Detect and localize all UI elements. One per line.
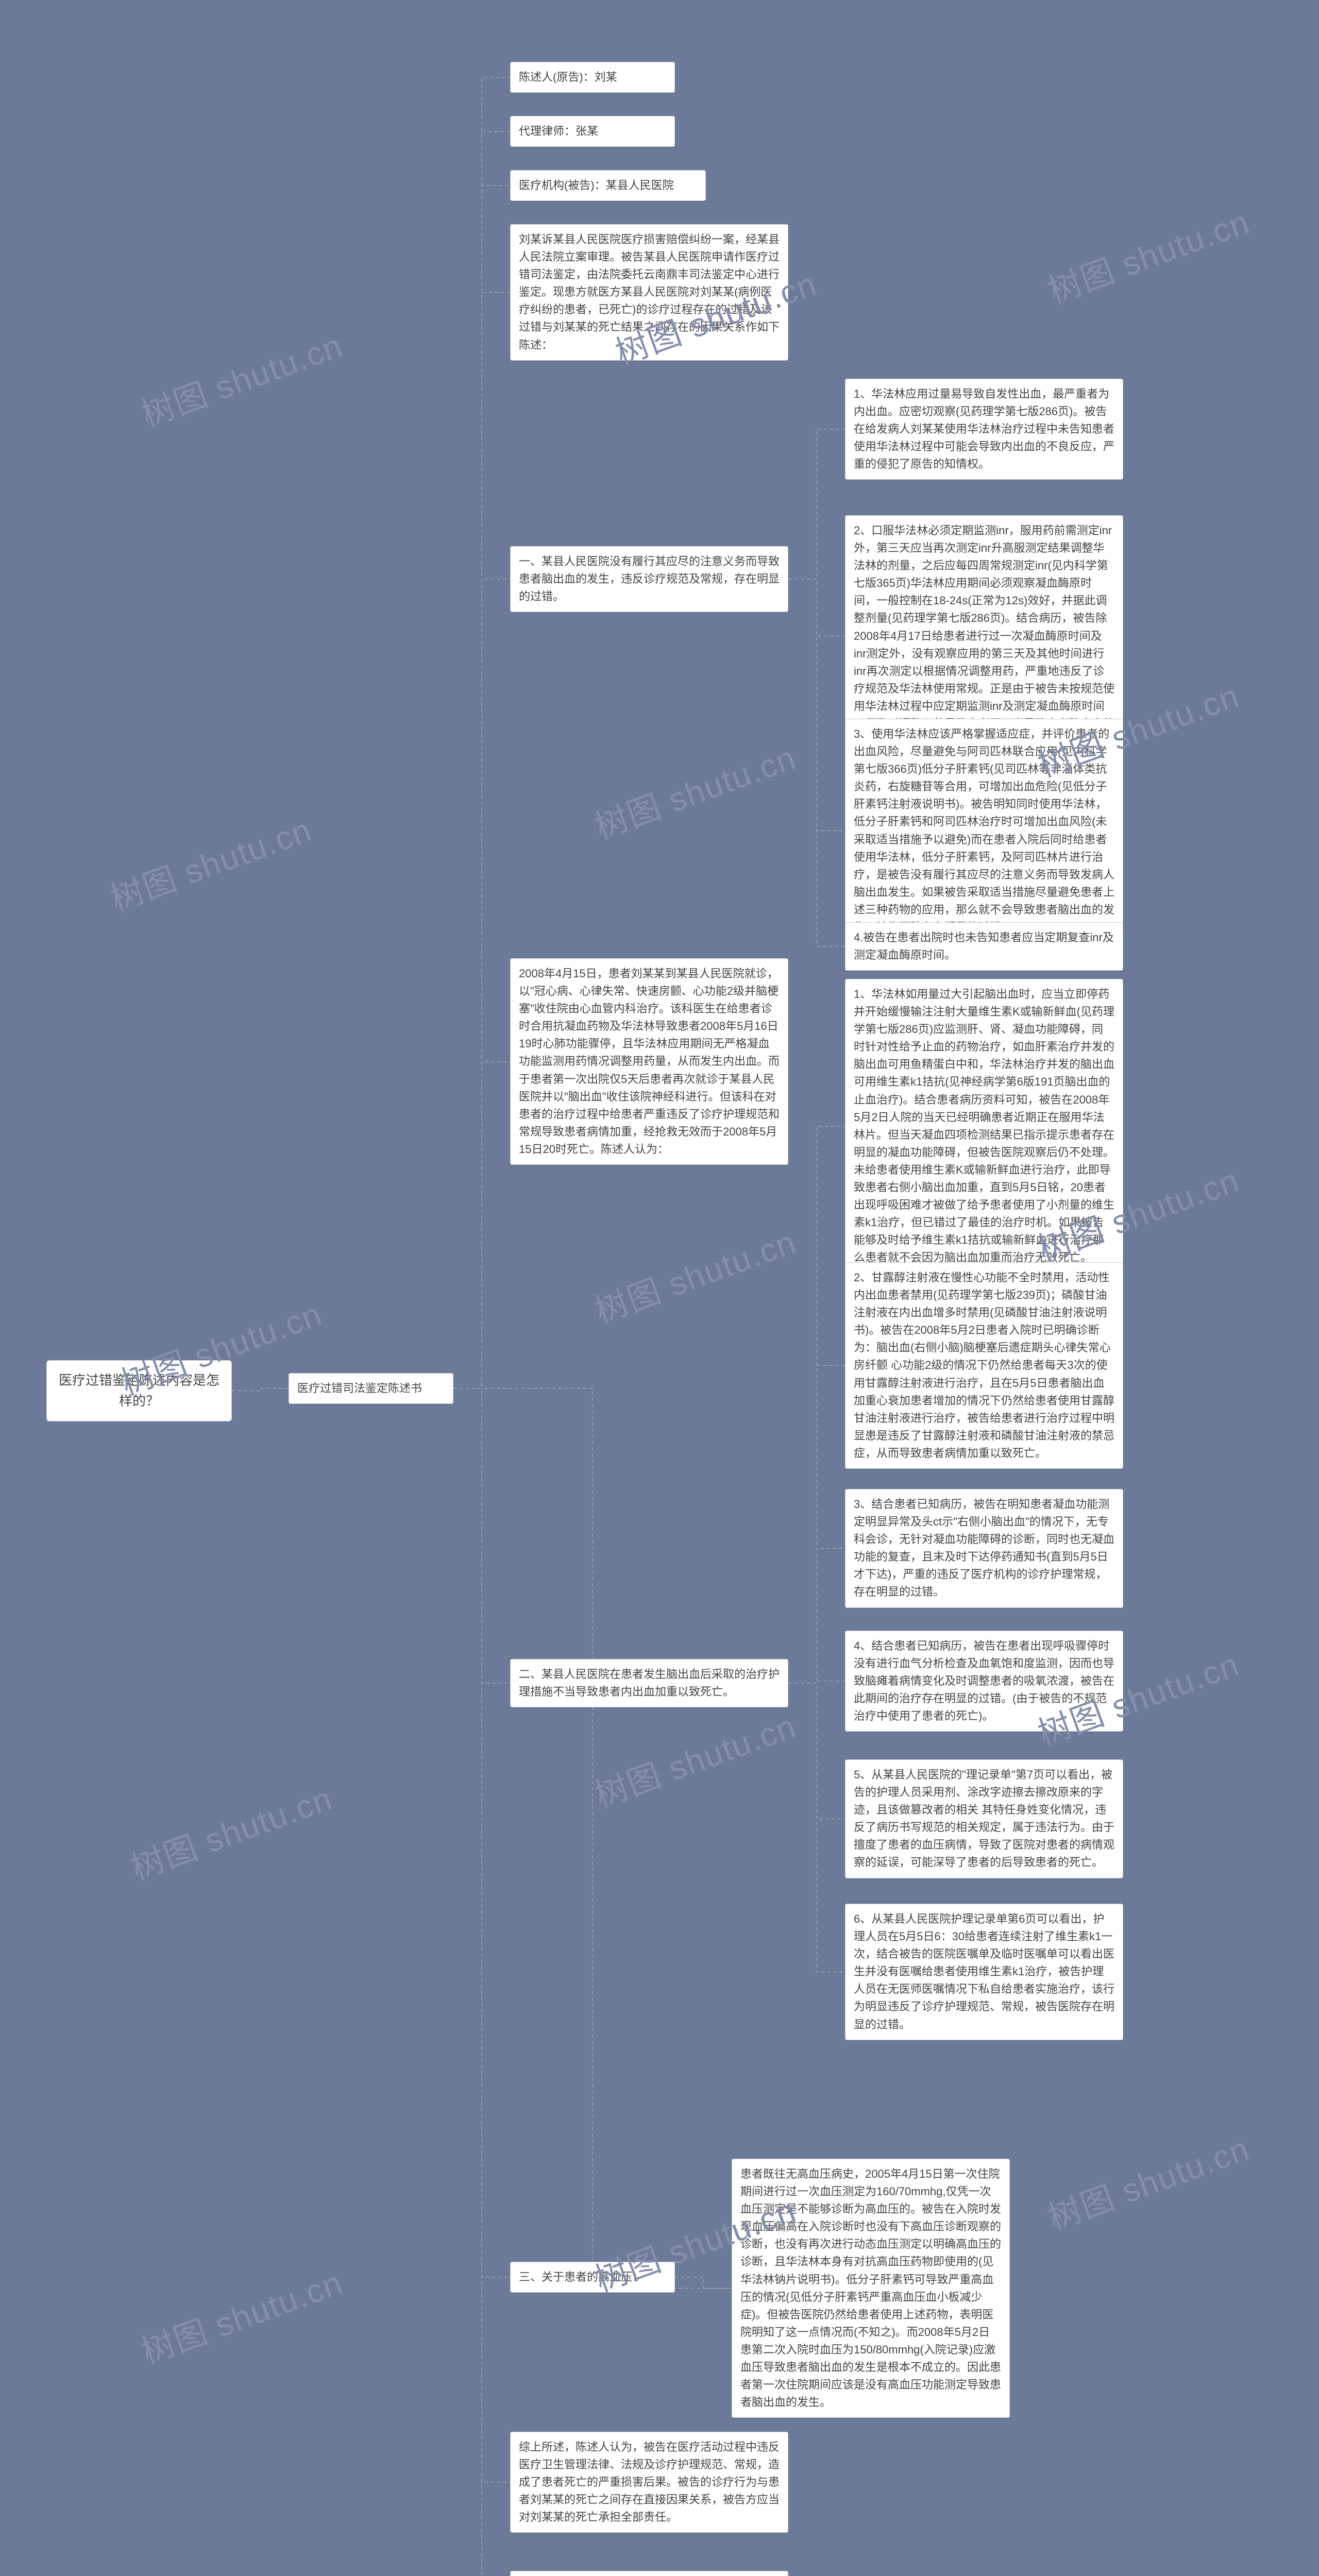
node-n_sec2[interactable]: 二、某县人民医院在患者发生脑出血后采取的治疗护理措施不当导致患者内出血加重以致死… [510,1659,788,1707]
node-n_lawyer[interactable]: 代理律师：张某 [510,116,675,147]
watermark: 树图 shutu.cn [134,319,348,436]
watermark: 树图 shutu.cn [587,1700,802,1817]
node-s2_4[interactable]: 4、结合患者已知病历，被告在患者出现呼吸骤停时没有进行血气分析检查及血氧饱和度监… [845,1631,1123,1732]
node-trunk[interactable]: 医疗过错司法鉴定陈述书 [289,1373,453,1404]
node-s1_1[interactable]: 1、华法林应用过量易导致自发性出血，最严重者为内出血。应密切观察(见药理学第七版… [845,379,1123,480]
watermark: 树图 shutu.cn [587,1216,802,1333]
node-s1_4[interactable]: 4.被告在患者出院时也未告知患者应当定期复查inr及测定凝血酶原时间。 [845,922,1123,971]
node-n_casebg[interactable]: 刘某诉某县人民医院医疗损害赔偿纠纷一案，经某县人民法院立案审理。被告某县人民医院… [510,224,788,361]
watermark: 树图 shutu.cn [587,732,802,849]
watermark: 树图 shutu.cn [1041,2123,1255,2240]
node-s2_1[interactable]: 1、华法林如用量过大引起脑出血时，应当立即停药并开始缓慢输注注射大量维生素K或输… [845,979,1123,1274]
watermark: 树图 shutu.cn [1041,196,1255,313]
node-s2_6[interactable]: 6、从某县人民医院护理记录单第6页可以看出，护理人员在5月5日6：30给患者连续… [845,1904,1123,2040]
node-n_sec3[interactable]: 三、关于患者的高血压： [510,2262,675,2293]
node-s2_5[interactable]: 5、从某县人民医院的"理记录单"第7页可以看出，被告的护理人员采用剂、涂改字迹擦… [845,1759,1123,1878]
node-n_hospital[interactable]: 医疗机构(被告)：某县人民医院 [510,170,706,201]
mindmap-stage: 医疗过错鉴定陈述内容是怎样的？ 医疗过错司法鉴定陈述书 陈述人(原告)：刘某代理律师… [0,0,1319,2576]
node-n_experts[interactable]: 尊敬的各位专家：医学是非常严谨的科学，对医疗行为的评价应当严谨、客观、公正，希望… [510,2571,788,2576]
node-n_history[interactable]: 2008年4月15日，患者刘某某到某县人民医院就诊，以"冠心病、心律失常、快速房… [510,958,788,1165]
watermark: 树图 shutu.cn [103,804,317,921]
node-n_bp[interactable]: 患者既往无高血压病史，2005年4月15日第一次住院期间进行过一次血压测定为16… [732,2159,1010,2418]
node-n_conclude[interactable]: 综上所述，陈述人认为，被告在医疗活动过程中违反医疗卫生管理法律、法规及诊疗护理规… [510,2432,788,2533]
node-s2_2[interactable]: 2、甘露醇注射液在慢性心功能不全时禁用，活动性内出血患者禁用(见药理学第七版23… [845,1262,1123,1469]
node-root[interactable]: 医疗过错鉴定陈述内容是怎样的？ [46,1360,232,1421]
node-s1_3[interactable]: 3、使用华法林应该严格掌握适应症，并评价患者的出血风险，尽量避免与阿司匹林联合应… [845,719,1123,943]
node-n_plaintiff[interactable]: 陈述人(原告)：刘某 [510,62,675,93]
node-s2_3[interactable]: 3、结合患者已知病历，被告在明知患者凝血功能测定明显异常及头ct示"右侧小脑出血… [845,1489,1123,1608]
node-n_sec1[interactable]: 一、某县人民医院没有履行其应尽的注意义务而导致患者脑出血的发生，违反诊疗规范及常… [510,546,788,612]
watermark: 树图 shutu.cn [124,1772,338,1889]
watermark: 树图 shutu.cn [134,2257,348,2374]
